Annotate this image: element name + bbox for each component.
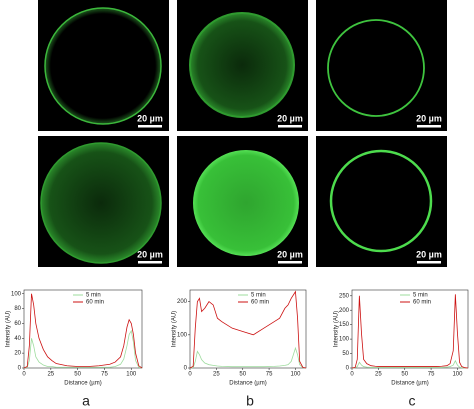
- x-tick-label: 0: [350, 372, 354, 378]
- y-tick-label: 60: [14, 321, 21, 327]
- series-line: [23, 329, 143, 369]
- y-tick-label: 100: [339, 337, 350, 343]
- scale-bar-label: 20 µm: [137, 249, 163, 259]
- x-tick-label: 75: [101, 372, 108, 378]
- plot-frame: [23, 289, 143, 369]
- y-tick-label: 0: [346, 366, 350, 372]
- panel-label: c: [409, 393, 416, 409]
- vesicle: [193, 150, 299, 256]
- x-tick-label: 25: [47, 372, 54, 378]
- legend-label: 60 min: [251, 300, 269, 306]
- y-tick-label: 0: [18, 366, 22, 372]
- series-line: [351, 294, 469, 369]
- x-axis-title: Distance (µm): [391, 381, 428, 387]
- y-axis-title: Intensity (AU): [334, 311, 340, 347]
- plot-frame: [351, 289, 469, 369]
- plot-frame: [189, 289, 307, 369]
- scale-bar-label: 20 µm: [137, 113, 163, 123]
- x-tick-label: 50: [74, 372, 81, 378]
- vesicle: [44, 7, 162, 125]
- y-axis-title: Intensity (AU): [172, 311, 178, 347]
- x-tick-label: 50: [239, 372, 246, 378]
- scale-bar-label: 20 µm: [416, 249, 442, 259]
- y-axis-title: Intensity (AU): [6, 311, 12, 347]
- y-tick-label: 100: [11, 291, 22, 297]
- vesicle: [327, 19, 425, 117]
- y-tick-label: 0: [184, 366, 188, 372]
- x-tick-label: 0: [188, 372, 192, 378]
- legend-label: 60 min: [86, 300, 104, 306]
- legend-label: 5 min: [413, 293, 428, 299]
- vesicle: [189, 12, 295, 118]
- vesicle: [40, 142, 162, 264]
- x-tick-label: 25: [375, 372, 382, 378]
- series-line: [23, 293, 143, 369]
- x-tick-label: 100: [126, 372, 137, 378]
- y-tick-label: 20: [14, 351, 21, 357]
- x-tick-label: 100: [452, 372, 463, 378]
- scale-bar: [138, 125, 162, 128]
- y-tick-label: 40: [14, 336, 21, 342]
- panel-label: b: [246, 393, 254, 409]
- x-tick-label: 100: [290, 372, 301, 378]
- y-tick-label: 200: [339, 308, 350, 314]
- series-line: [189, 346, 307, 369]
- series-line: [189, 290, 307, 369]
- vesicle: [329, 149, 433, 253]
- scale-bar: [278, 125, 302, 128]
- panel-label: a: [82, 393, 90, 409]
- legend-label: 5 min: [251, 293, 266, 299]
- scale-bars: 20 µm 20 µm 20 µm 20 µm 20 µm 20 µm: [137, 113, 442, 264]
- series-line: [351, 359, 468, 369]
- x-tick-label: 25: [213, 372, 220, 378]
- legend-label: 60 min: [413, 300, 431, 306]
- micrographs: [38, 0, 447, 267]
- scale-bar: [278, 261, 302, 264]
- x-tick-label: 0: [22, 372, 26, 378]
- scale-bar: [417, 125, 441, 128]
- y-tick-label: 50: [342, 351, 349, 357]
- y-tick-label: 150: [339, 322, 350, 328]
- y-tick-label: 250: [339, 293, 350, 299]
- scale-bar-label: 20 µm: [277, 249, 303, 259]
- scale-bar: [138, 261, 162, 264]
- x-tick-label: 75: [428, 372, 435, 378]
- x-tick-label: 75: [266, 372, 273, 378]
- x-tick-label: 50: [401, 372, 408, 378]
- legend-label: 5 min: [86, 293, 101, 299]
- scale-bar: [417, 261, 441, 264]
- y-tick-label: 80: [14, 306, 21, 312]
- x-axis-title: Distance (µm): [64, 381, 101, 387]
- scale-bar-label: 20 µm: [277, 113, 303, 123]
- x-axis-title: Distance (µm): [229, 381, 266, 387]
- y-tick-label: 200: [177, 299, 188, 305]
- y-tick-label: 100: [177, 332, 188, 338]
- scale-bar-label: 20 µm: [416, 113, 442, 123]
